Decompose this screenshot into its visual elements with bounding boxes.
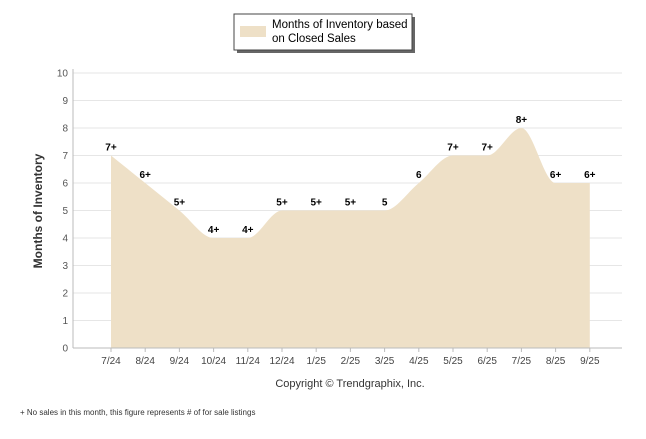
- x-tick-label: 6/25: [477, 356, 497, 367]
- x-tick-label: 4/25: [409, 356, 429, 367]
- x-tick-label: 3/25: [375, 356, 395, 367]
- y-tick-label: 3: [62, 261, 68, 272]
- x-tick-label: 5/25: [443, 356, 463, 367]
- x-tick-label: 9/24: [170, 356, 190, 367]
- data-label: 5+: [174, 198, 186, 209]
- copyright-text: Copyright © Trendgraphix, Inc.: [275, 378, 424, 390]
- data-label: 7+: [481, 143, 493, 154]
- legend: Months of Inventory based on Closed Sale…: [233, 13, 415, 53]
- y-tick-label: 4: [62, 234, 68, 245]
- x-tick-label: 7/25: [512, 356, 532, 367]
- legend-label-line2: on Closed Sales: [272, 33, 356, 45]
- x-tick-label: 10/24: [201, 356, 226, 367]
- data-label: 6+: [584, 170, 596, 181]
- y-tick-label: 9: [62, 96, 68, 107]
- y-tick-label: 2: [62, 289, 68, 300]
- y-tick-label: 10: [57, 69, 69, 80]
- area-series: [111, 128, 590, 348]
- data-label: 7+: [105, 143, 117, 154]
- y-tick-label: 5: [62, 206, 68, 217]
- data-label: 5: [382, 198, 388, 209]
- x-tick-label: 7/24: [101, 356, 121, 367]
- y-tick-label: 7: [62, 151, 68, 162]
- area-fill: [111, 128, 590, 348]
- data-label: 6+: [550, 170, 562, 181]
- data-label: 5+: [345, 198, 357, 209]
- data-label: 5+: [310, 198, 322, 209]
- x-axis-ticks: 7/24 8/24 9/24 10/24 11/24 12/24 1/25 2/25 3/25 4…: [101, 348, 600, 367]
- x-tick-label: 11/24: [236, 356, 261, 367]
- x-tick-label: 1/25: [306, 356, 326, 367]
- x-tick-label: 9/25: [580, 356, 600, 367]
- y-axis-ticks: 0 1 2 3 4 5 6 7 8 9 10: [57, 69, 69, 355]
- x-tick-label: 8/25: [546, 356, 566, 367]
- axes: [72, 69, 622, 349]
- data-label: 5+: [276, 198, 288, 209]
- data-label: 4+: [242, 225, 254, 236]
- x-tick-label: 8/24: [135, 356, 155, 367]
- y-tick-label: 0: [62, 344, 68, 355]
- data-label: 6: [416, 170, 422, 181]
- y-tick-label: 8: [62, 124, 68, 135]
- legend-label-line1: Months of Inventory based: [272, 19, 408, 31]
- data-labels: 7+ 6+ 5+ 4+ 4+ 5+ 5+ 5+ 5 6 7+ 7+ 8+ 6+ 6+: [105, 115, 595, 236]
- data-label: 4+: [208, 225, 220, 236]
- x-tick-label: 12/24: [269, 356, 294, 367]
- y-axis-title: Months of Inventory: [31, 153, 45, 268]
- y-tick-label: 1: [62, 316, 68, 327]
- data-label: 6+: [139, 170, 151, 181]
- y-tick-label: 6: [62, 179, 68, 190]
- x-tick-label: 2/25: [341, 356, 361, 367]
- data-label: 8+: [516, 115, 528, 126]
- data-label: 7+: [447, 143, 459, 154]
- legend-swatch: [240, 26, 266, 37]
- footnote-text: + No sales in this month, this figure re…: [20, 408, 255, 417]
